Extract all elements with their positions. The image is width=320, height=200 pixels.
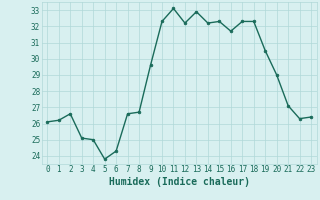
X-axis label: Humidex (Indice chaleur): Humidex (Indice chaleur) <box>109 177 250 187</box>
